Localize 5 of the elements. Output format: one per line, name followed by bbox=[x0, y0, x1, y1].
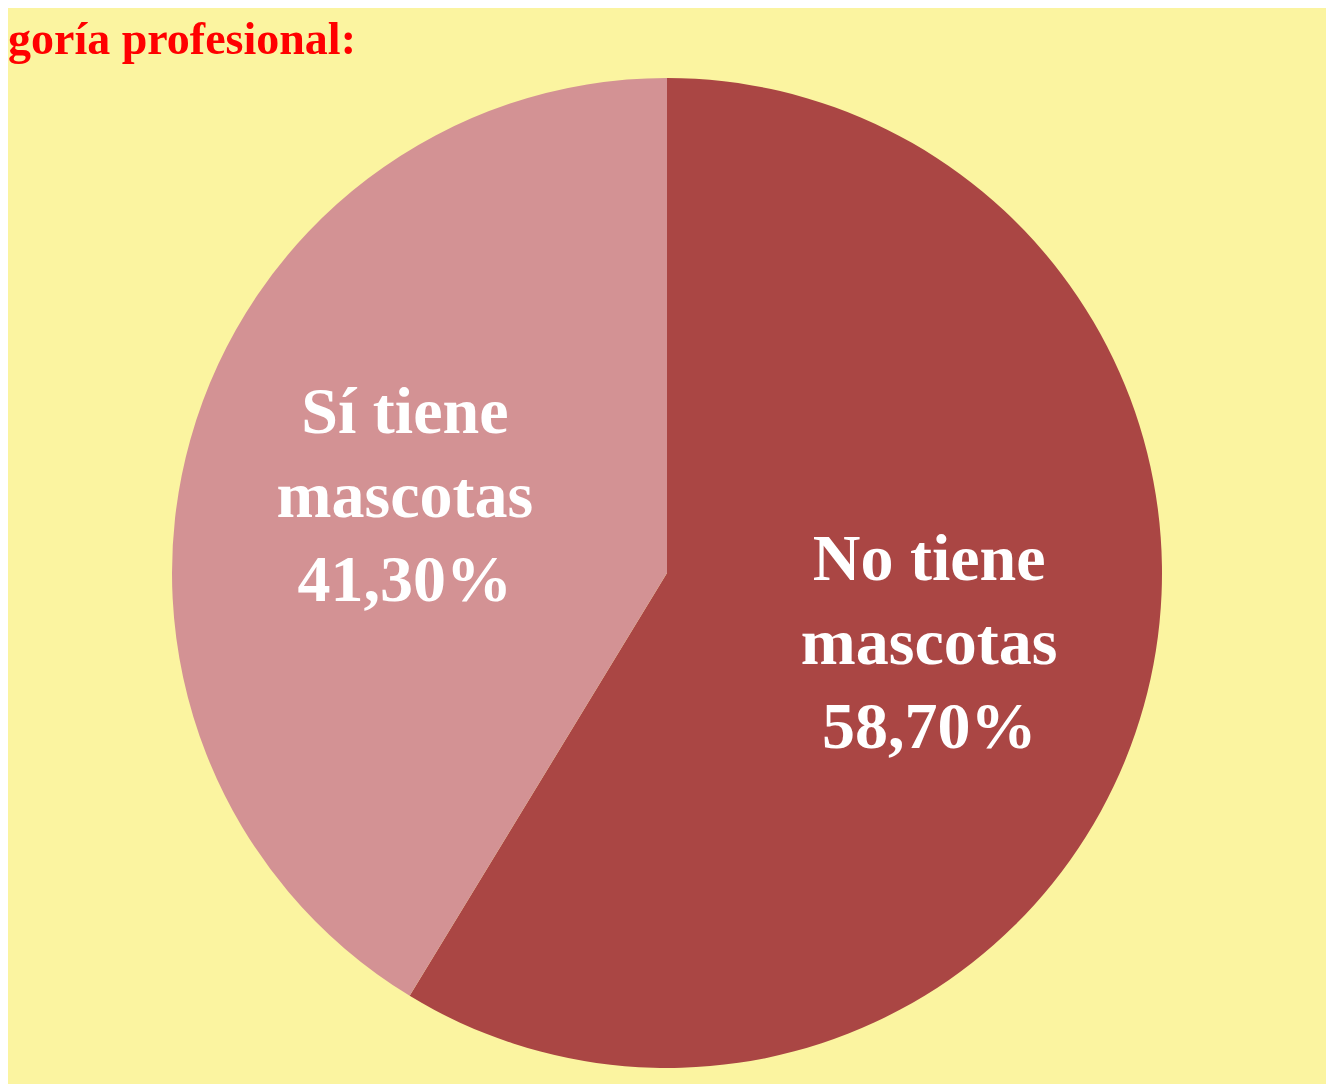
slice-label: Sí tiene mascotas bbox=[276, 373, 534, 531]
chart-title: goría profesional: bbox=[8, 12, 357, 66]
slice-label: No tiene mascotas bbox=[800, 520, 1058, 678]
data-label: 41,30% bbox=[297, 541, 513, 615]
data-label: 58,70% bbox=[821, 688, 1037, 762]
